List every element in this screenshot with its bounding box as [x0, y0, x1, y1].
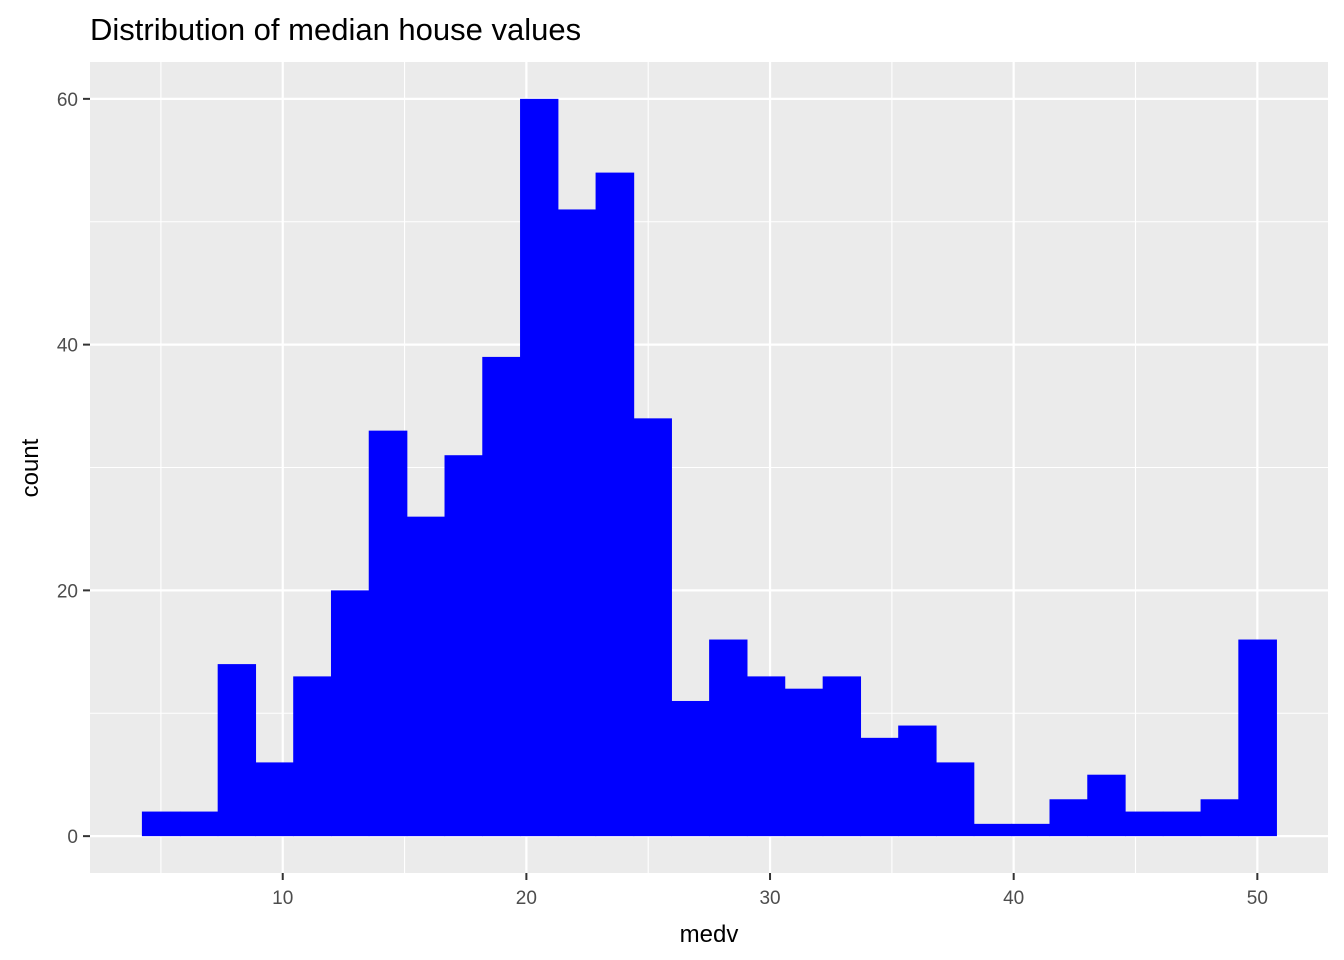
histogram-bar [1200, 799, 1239, 837]
x-tick-label: 20 [516, 888, 537, 909]
histogram-bar [406, 516, 446, 837]
histogram-bars [141, 98, 1277, 837]
x-axis-ticks: 10 20 30 40 50 [272, 873, 1268, 909]
histogram-bar [595, 172, 635, 837]
histogram-bar [179, 811, 219, 837]
histogram-bar [520, 98, 559, 837]
histogram-bar [141, 811, 181, 837]
y-axis-ticks: 0 20 40 60 [57, 90, 90, 848]
histogram-bar [1049, 799, 1088, 837]
histogram-bar [973, 823, 1013, 837]
histogram-bar [860, 737, 899, 837]
x-tick-label: 10 [272, 888, 293, 909]
x-tick-label: 30 [759, 888, 780, 909]
y-axis-title: count [17, 438, 44, 497]
histogram-bar [444, 455, 483, 837]
histogram-bar [1162, 811, 1202, 837]
y-tick-label: 20 [57, 581, 78, 602]
histogram-bar [1125, 811, 1164, 837]
histogram-bar [898, 725, 937, 837]
histogram-bar [217, 664, 257, 837]
x-tick-label: 50 [1247, 888, 1268, 909]
histogram-bar [368, 430, 408, 837]
y-tick-label: 0 [67, 827, 78, 848]
histogram-bar [293, 676, 332, 837]
histogram-bar [1238, 639, 1277, 837]
histogram-bar [746, 676, 786, 837]
x-tick-label: 40 [1003, 888, 1024, 909]
histogram-bar [1087, 774, 1126, 837]
histogram-bar [784, 688, 824, 837]
histogram-bar [255, 762, 294, 837]
histogram-bar [557, 209, 597, 837]
histogram-bar [822, 676, 862, 837]
histogram-bar [482, 356, 521, 837]
y-tick-label: 60 [57, 90, 78, 111]
histogram-bar [1011, 823, 1051, 837]
y-tick-label: 40 [57, 336, 78, 357]
histogram-bar [709, 639, 748, 837]
x-axis-title: medv [680, 921, 739, 948]
histogram-bar [330, 590, 370, 837]
histogram-bar [671, 700, 710, 837]
histogram-bar [935, 762, 975, 837]
histogram-bar [633, 418, 672, 837]
chart-title: Distribution of median house values [90, 12, 581, 47]
